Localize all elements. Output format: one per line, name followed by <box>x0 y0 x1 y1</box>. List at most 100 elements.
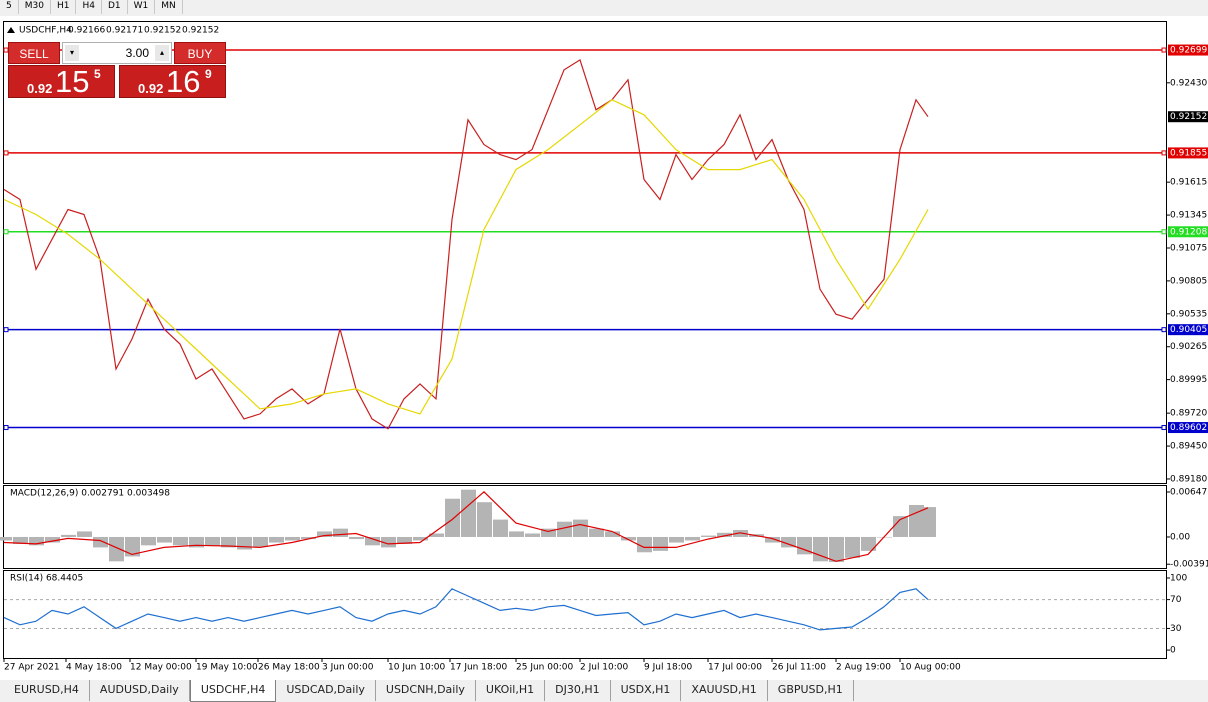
histogram-bar <box>845 536 860 558</box>
histogram-bar <box>781 536 796 548</box>
y-tick-label: 0.89180 <box>1170 474 1207 484</box>
histogram-bar <box>861 536 876 551</box>
x-tick-label: 17 Jun 18:00 <box>450 663 507 673</box>
chart-tab[interactable]: XAUUSD,H1 <box>681 680 768 701</box>
rsi-frame <box>3 570 1167 659</box>
histogram-bar <box>493 519 508 537</box>
chart-tab[interactable]: USDX,H1 <box>611 680 682 701</box>
level-handle <box>3 229 9 235</box>
timeframe-button[interactable]: W1 <box>128 0 156 14</box>
level-handle <box>1161 229 1167 235</box>
quote-value: 0.92152 <box>144 26 181 36</box>
histogram-bar <box>333 528 348 537</box>
y-tick-label: 0.91345 <box>1170 211 1207 221</box>
timeframe-button[interactable]: H1 <box>51 0 77 14</box>
y-tick-label: 0.90265 <box>1170 342 1207 352</box>
y-tick-label: 0.90805 <box>1170 276 1207 286</box>
chart-window: USDCHF,H4 MACD(12,26,9) 0.002791 0.00349… <box>0 16 1208 680</box>
histogram-bar <box>29 536 44 546</box>
y-tick-label: 0.92430 <box>1170 78 1207 88</box>
histogram-bar <box>301 536 316 540</box>
volume-field[interactable]: ▾ 3.00 ▴ <box>62 42 172 64</box>
histogram-bar <box>653 536 668 551</box>
price-main: 15 <box>55 64 90 99</box>
level-label: 0.92699 <box>1170 46 1207 56</box>
histogram-bar <box>61 534 76 537</box>
histogram-bar <box>813 536 828 562</box>
chart-tab[interactable]: USDCHF,H4 <box>189 680 277 702</box>
histogram-bar <box>365 536 380 546</box>
x-tick-label: 2 Jul 10:00 <box>580 663 629 673</box>
sell-price[interactable]: 0.92 15 5 <box>8 64 115 99</box>
x-tick-label: 27 Apr 2021 <box>4 663 60 673</box>
chart-tab[interactable]: USDCNH,Daily <box>376 680 476 701</box>
chart-tab[interactable]: DJ30,H1 <box>545 680 611 701</box>
y-tick-label: 100 <box>1170 573 1187 583</box>
level-label-bg <box>1168 226 1208 238</box>
buy-button[interactable]: BUY <box>174 42 226 64</box>
level-handle <box>3 425 9 431</box>
x-tick-label: 19 May 10:00 <box>196 663 258 673</box>
timeframe-button[interactable]: M30 <box>19 0 51 14</box>
chart-tab[interactable]: USDCAD,Daily <box>276 680 376 701</box>
price-main: 16 <box>166 64 201 99</box>
x-tick-label: 4 May 18:00 <box>66 663 122 673</box>
histogram-bar <box>717 532 732 537</box>
price-prefix: 0.92 <box>138 81 164 96</box>
histogram-bar <box>77 531 92 537</box>
y-tick-label: -0.003916 <box>1170 560 1208 570</box>
histogram-bar <box>893 516 908 537</box>
current-price-bg <box>1168 111 1208 123</box>
volume-down[interactable]: ▾ <box>65 45 79 61</box>
y-tick-label: 30 <box>1170 624 1182 634</box>
chart-tab[interactable]: EURUSD,H4 <box>4 680 90 701</box>
chart-tab[interactable]: AUDUSD,Daily <box>90 680 190 701</box>
level-label-bg <box>1168 422 1208 434</box>
sell-button[interactable]: SELL <box>8 42 60 64</box>
histogram-bar <box>445 498 460 537</box>
histogram-bar <box>669 536 684 543</box>
timeframe-button[interactable]: MN <box>155 0 183 14</box>
histogram-bar <box>765 536 780 543</box>
price-prefix: 0.92 <box>27 81 53 96</box>
buy-price[interactable]: 0.92 16 9 <box>119 64 226 99</box>
histogram-bar <box>461 489 476 537</box>
timeframe-button[interactable]: D1 <box>102 0 128 14</box>
x-tick-label: 26 Jul 11:00 <box>772 663 826 673</box>
histogram-bar <box>221 536 236 548</box>
histogram-bar <box>733 530 748 537</box>
series-line <box>3 58 929 430</box>
level-label: 0.90405 <box>1170 325 1207 335</box>
chart-tab[interactable]: UKOil,H1 <box>476 680 546 701</box>
collapse-arrow[interactable] <box>7 27 15 33</box>
histogram-bar <box>509 531 524 537</box>
quote-value: 0.92152 <box>182 26 219 36</box>
histogram-bar <box>0 536 12 541</box>
y-tick-label: 70 <box>1170 595 1182 605</box>
main-frame <box>3 21 1167 484</box>
timeframe-button[interactable]: H4 <box>76 0 102 14</box>
y-tick-label: 0 <box>1170 646 1176 656</box>
rsi-title: RSI(14) 68.4405 <box>10 574 83 584</box>
x-tick-label: 26 May 18:00 <box>258 663 320 673</box>
y-tick-label: 0.89995 <box>1170 375 1207 385</box>
histogram-bar <box>477 502 492 537</box>
level-handle <box>1161 150 1167 156</box>
timeframe-button[interactable]: 5 <box>0 0 19 14</box>
x-tick-label: 10 Jun 10:00 <box>388 663 445 673</box>
histogram-bar <box>317 531 332 537</box>
x-tick-label: 2 Aug 19:00 <box>836 663 891 673</box>
histogram-bar <box>797 536 812 555</box>
chart-tab[interactable]: GBPUSD,H1 <box>768 680 854 701</box>
price-pip: 5 <box>94 67 101 81</box>
macd-frame <box>3 485 1167 569</box>
volume-up[interactable]: ▴ <box>155 45 169 61</box>
histogram-bar <box>141 536 156 546</box>
series-line <box>3 490 929 562</box>
y-tick-label: 0.89450 <box>1170 442 1207 452</box>
histogram-bar <box>557 521 572 537</box>
histogram-bar <box>125 536 140 557</box>
y-tick-label: 0.91615 <box>1170 178 1207 188</box>
histogram-bar <box>413 536 428 541</box>
